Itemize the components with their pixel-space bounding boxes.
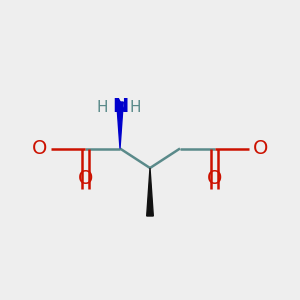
Text: O: O (253, 139, 268, 158)
Text: H: H (130, 100, 141, 115)
Text: O: O (207, 169, 222, 188)
Polygon shape (117, 102, 123, 148)
Text: H: H (97, 100, 108, 115)
Text: N: N (112, 97, 128, 116)
Text: O: O (78, 169, 93, 188)
Text: O: O (32, 139, 47, 158)
Polygon shape (147, 168, 153, 216)
